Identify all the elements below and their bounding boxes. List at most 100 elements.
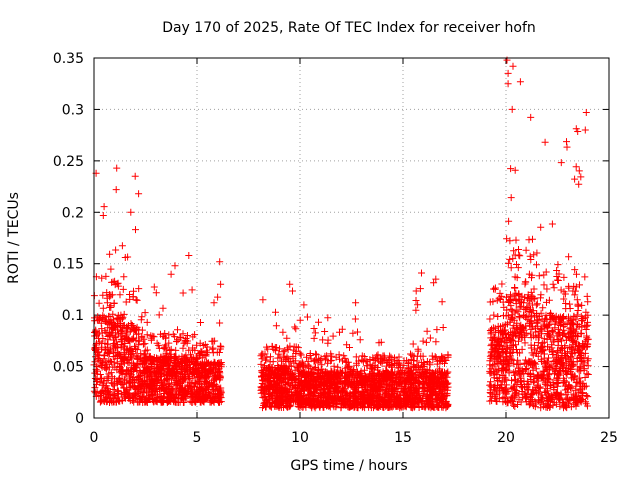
data-point [583, 292, 591, 300]
data-point [311, 329, 319, 337]
x-tick-label: 5 [193, 430, 202, 446]
data-point [181, 370, 189, 378]
data-point [117, 335, 125, 343]
data-point [102, 382, 110, 390]
data-point [114, 379, 121, 387]
data-point [138, 371, 146, 379]
data-point [147, 375, 155, 383]
data-point [310, 334, 318, 342]
data-point [214, 293, 222, 301]
data-point [101, 398, 109, 405]
data-point [91, 375, 99, 382]
data-point [115, 351, 123, 358]
data-point [163, 388, 171, 396]
data-point [432, 338, 440, 346]
data-point [128, 355, 136, 363]
data-point [106, 332, 114, 340]
data-point [175, 354, 183, 362]
data-point [96, 357, 104, 365]
data-point [213, 348, 221, 356]
data-point [111, 375, 118, 383]
y-tick-label: 0.3 [62, 102, 84, 118]
y-tick-label: 0.05 [53, 360, 84, 376]
data-point [107, 369, 115, 377]
data-point [186, 374, 194, 382]
y-tick-label: 0.25 [53, 154, 84, 170]
data-point [136, 379, 144, 387]
data-point [104, 344, 112, 352]
data-point [201, 386, 209, 394]
data-point [511, 284, 519, 291]
data-point [126, 327, 134, 335]
data-point [310, 325, 318, 332]
data-point [137, 316, 145, 324]
data-point [125, 359, 133, 367]
data-point [171, 262, 179, 270]
data-point [105, 363, 113, 371]
data-point [133, 323, 141, 331]
data-point [490, 285, 497, 293]
data-point [150, 283, 158, 291]
data-point [151, 370, 159, 378]
data-point [179, 344, 187, 352]
data-point [165, 339, 173, 347]
data-point [112, 246, 120, 254]
data-point [136, 372, 144, 380]
data-point [151, 358, 159, 366]
data-point [439, 324, 447, 331]
data-point [527, 113, 535, 121]
data-point [516, 252, 524, 260]
data-point [109, 386, 117, 393]
data-point [123, 390, 131, 398]
data-point [143, 399, 151, 406]
data-point [188, 356, 196, 364]
data-point [193, 341, 201, 349]
data-point [490, 311, 498, 319]
data-point [283, 334, 291, 342]
data-point [107, 291, 115, 299]
data-point [163, 371, 171, 379]
data-point [535, 272, 543, 280]
data-point [113, 359, 121, 367]
data-point [145, 368, 153, 375]
data-point [121, 371, 129, 379]
data-point [173, 337, 181, 345]
data-point [571, 266, 579, 274]
data-point [138, 334, 146, 342]
data-point [177, 377, 185, 385]
data-point [178, 384, 186, 392]
data-point [110, 340, 118, 348]
data-point [113, 341, 121, 349]
data-point [159, 304, 167, 312]
data-point [537, 309, 545, 317]
data-point [91, 358, 99, 366]
data-point [487, 378, 494, 386]
data-point [315, 318, 322, 326]
data-point [105, 390, 113, 398]
data-point [148, 384, 155, 392]
data-point [133, 296, 141, 304]
data-point [575, 180, 583, 188]
data-point [162, 334, 170, 342]
data-point [190, 397, 198, 405]
data-point [98, 362, 106, 369]
data-point [174, 326, 181, 334]
data-point [118, 242, 126, 250]
data-point [188, 286, 196, 294]
data-point [189, 346, 196, 354]
data-point [176, 387, 184, 395]
data-point [167, 270, 175, 278]
data-point [558, 337, 565, 345]
data-point [127, 208, 135, 216]
data-point [111, 334, 119, 342]
data-point [143, 331, 151, 339]
data-point [197, 349, 205, 356]
data-point [507, 194, 515, 202]
data-point [114, 350, 122, 358]
data-point [166, 347, 174, 354]
data-point [125, 337, 133, 344]
data-point [137, 354, 145, 362]
data-point [178, 366, 185, 374]
data-point [496, 289, 504, 297]
